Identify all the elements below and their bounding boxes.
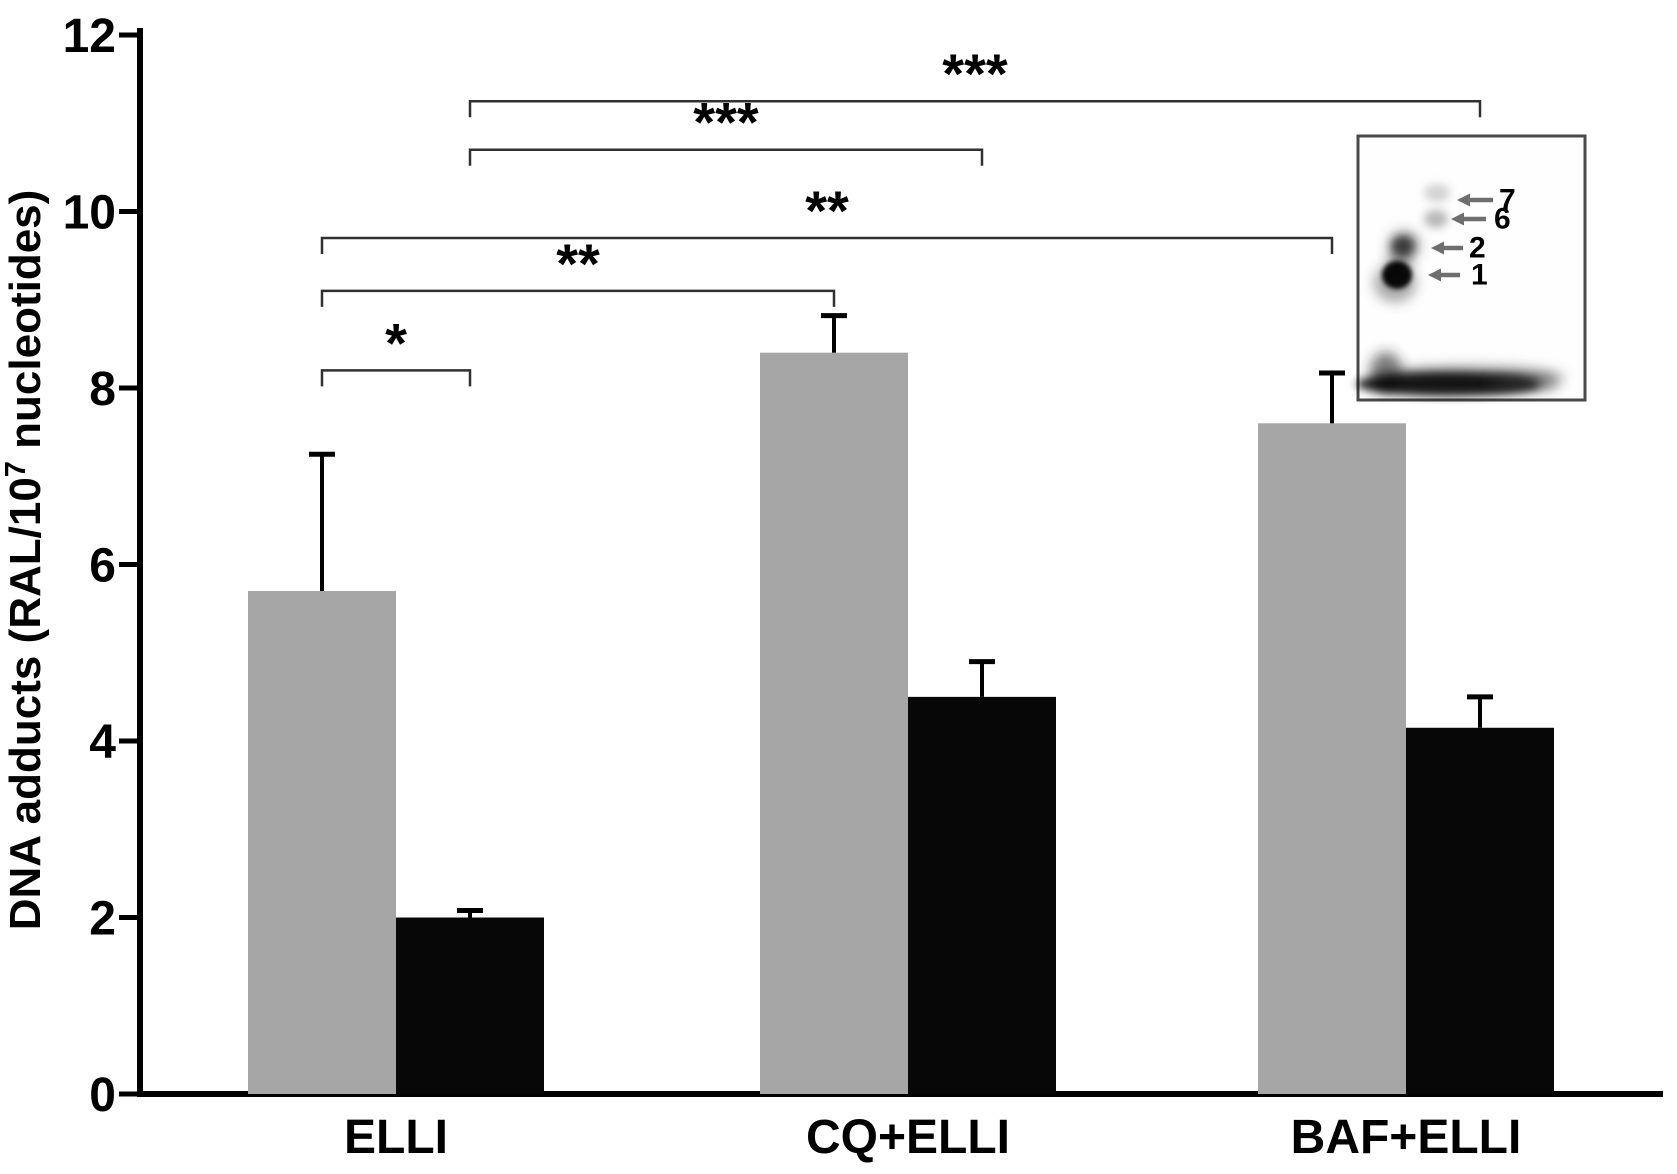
spot-7 <box>1424 184 1450 202</box>
bar-black-bars-0 <box>396 917 544 1094</box>
category-label-0: ELLI <box>344 1111 448 1164</box>
left-arrow-icon-1 <box>1451 212 1464 226</box>
y-tick-label: 8 <box>89 363 116 416</box>
significance-bracket-0 <box>320 369 472 387</box>
bar-gray-bars-2 <box>1258 423 1406 1094</box>
significance-bracket-3 <box>468 148 984 166</box>
y-tick-label: 0 <box>89 1069 116 1122</box>
y-axis-title: DNA adducts (RAL/107 nucleotides) <box>0 190 50 931</box>
significance-label-2: ** <box>805 179 849 242</box>
y-tick-label: 4 <box>89 716 116 769</box>
spot-1 <box>1382 261 1412 289</box>
bar-gray-bars-1 <box>760 352 908 1094</box>
y-tick-label: 10 <box>63 187 116 240</box>
significance-bracket-4 <box>468 99 1482 118</box>
bar-black-bars-1 <box>908 696 1056 1094</box>
left-arrow-icon-0 <box>1457 193 1470 207</box>
spot-number-label-2: 2 <box>1469 232 1486 265</box>
significance-label-0: * <box>385 311 407 374</box>
spot-number-label-1: 6 <box>1494 203 1511 236</box>
spot-number-label-3: 1 <box>1471 259 1488 292</box>
significance-bracket-2 <box>320 236 1334 254</box>
significance-label-4: *** <box>942 42 1008 105</box>
origin-smear-dark <box>1356 372 1540 396</box>
category-label-2: BAF+ELLI <box>1291 1111 1522 1164</box>
bar-black-bars-2 <box>1406 727 1554 1094</box>
y-tick-label: 12 <box>63 10 116 63</box>
origin-smear-tail <box>1488 375 1558 391</box>
spot-number-label-0: 7 <box>1499 184 1516 217</box>
y-tick-label: 6 <box>89 540 116 593</box>
significance-bracket-1 <box>320 289 836 307</box>
category-label-1: CQ+ELLI <box>806 1111 1010 1164</box>
spot-6 <box>1424 210 1448 228</box>
bar-gray-bars-0 <box>248 590 396 1094</box>
left-arrow-icon-3 <box>1428 268 1441 282</box>
significance-label-1: ** <box>556 232 600 295</box>
y-tick-label: 2 <box>89 893 116 946</box>
left-arrow-icon-2 <box>1431 241 1444 255</box>
